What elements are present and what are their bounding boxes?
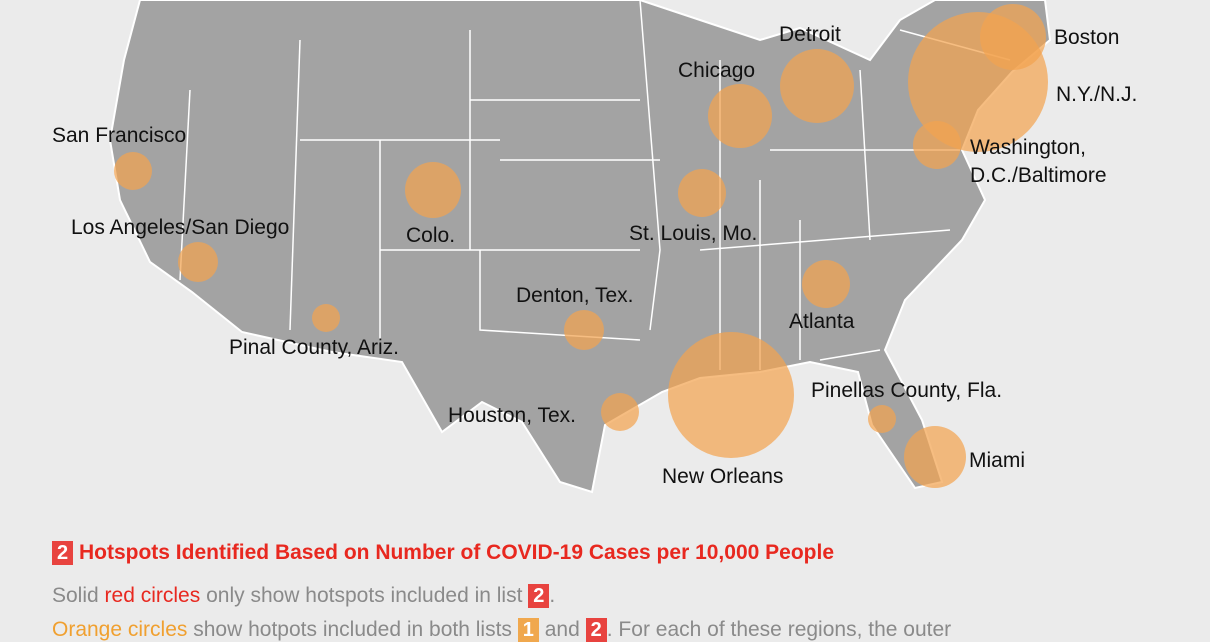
badge: 2 bbox=[52, 541, 74, 565]
label: Miami bbox=[969, 449, 1025, 472]
circle bbox=[114, 152, 152, 190]
label: Pinellas County, Fla. bbox=[811, 379, 1002, 402]
label: D.C./Baltimore bbox=[970, 164, 1107, 187]
legend-line: Orange circles show hotpots included in … bbox=[52, 618, 951, 642]
circle bbox=[312, 304, 340, 332]
circle bbox=[908, 12, 1048, 152]
label: Washington, bbox=[970, 136, 1086, 159]
badge: 2 bbox=[528, 584, 550, 608]
hotspot-circles bbox=[114, 4, 1048, 488]
label: St. Louis, Mo. bbox=[629, 222, 757, 245]
label: Atlanta bbox=[789, 310, 855, 333]
label: Los Angeles/San Diego bbox=[71, 216, 289, 239]
text: only show hotspots included in list bbox=[206, 584, 523, 607]
text: . bbox=[549, 584, 556, 607]
text: . For each of these regions, the outer bbox=[606, 618, 952, 641]
label: Boston bbox=[1054, 26, 1119, 49]
text: Solid bbox=[52, 584, 99, 607]
circle bbox=[802, 260, 850, 308]
state-lines bbox=[179, 0, 1011, 370]
circle bbox=[904, 426, 966, 488]
label: Denton, Tex. bbox=[516, 284, 634, 307]
badge: 2 bbox=[585, 618, 607, 642]
circle bbox=[601, 393, 639, 431]
circle bbox=[708, 84, 772, 148]
circle bbox=[564, 310, 604, 350]
text: Orange circles bbox=[52, 618, 188, 641]
circle bbox=[913, 121, 961, 169]
legend-heading: 2 Hotspots Identified Based on Number of… bbox=[52, 541, 834, 565]
circle bbox=[405, 162, 461, 218]
text: show hotpots included in both lists bbox=[193, 618, 512, 641]
badge: 1 bbox=[517, 618, 539, 642]
label: Detroit bbox=[779, 23, 841, 46]
circle bbox=[868, 405, 896, 433]
label: New Orleans bbox=[662, 465, 783, 488]
circle bbox=[780, 49, 854, 123]
heading: Hotspots Identified Based on Number of C… bbox=[78, 541, 834, 564]
label: Pinal County, Ariz. bbox=[229, 336, 399, 359]
circle bbox=[668, 332, 794, 458]
labels: San Francisco Los Angeles/San Diego Pina… bbox=[52, 23, 1137, 488]
legend-line: Solid red circles only show hotspots inc… bbox=[52, 584, 555, 608]
label: Colo. bbox=[406, 224, 455, 247]
label: Houston, Tex. bbox=[448, 404, 576, 427]
text: and bbox=[544, 618, 580, 641]
label: Chicago bbox=[678, 59, 755, 82]
map: San Francisco Los Angeles/San Diego Pina… bbox=[52, 0, 1137, 494]
circle bbox=[178, 242, 218, 282]
label: San Francisco bbox=[52, 124, 186, 147]
text: red circles bbox=[104, 584, 201, 607]
circle bbox=[678, 169, 726, 217]
label: N.Y./N.J. bbox=[1056, 83, 1137, 106]
